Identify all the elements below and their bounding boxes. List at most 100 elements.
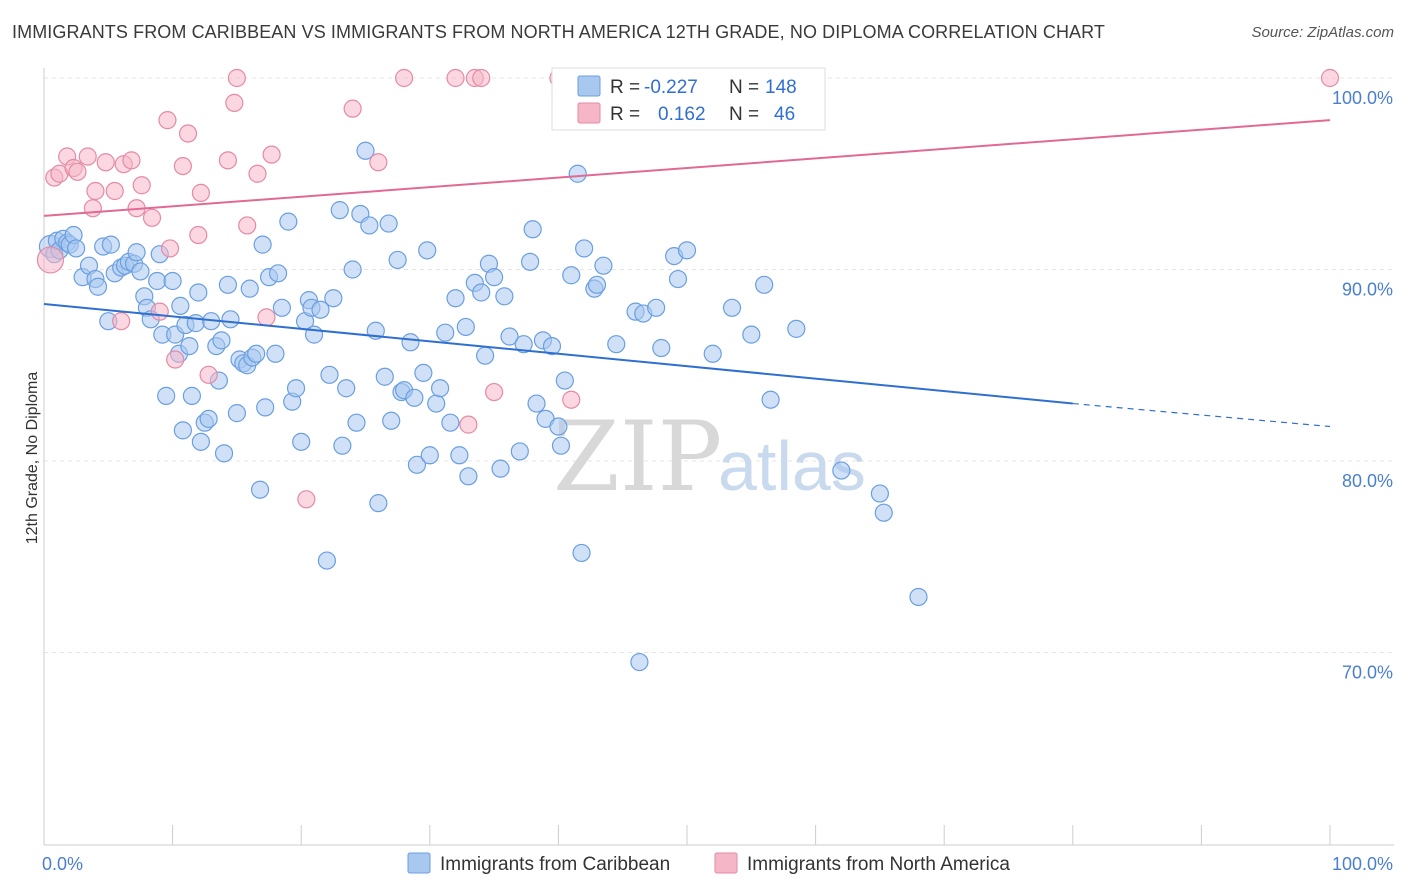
legend-r-value-1: 0.162: [658, 104, 706, 125]
legend-swatch-north-america: [577, 102, 601, 124]
north-america-point-20: [166, 350, 185, 369]
north-america-point-28: [227, 68, 246, 88]
north-america-point-23: [189, 225, 208, 245]
caribbean-point-74: [320, 365, 339, 384]
caribbean-point-75: [324, 289, 343, 308]
caribbean-point-56: [247, 344, 266, 363]
legend-n-value-0: 148: [765, 77, 797, 98]
caribbean-point-148: [870, 484, 890, 503]
north-america-point-27: [225, 93, 244, 112]
caribbean-point-117: [523, 220, 542, 239]
legend-n-label-1: N =: [729, 104, 759, 125]
caribbean-point-134: [630, 652, 649, 672]
caribbean-point-108: [475, 346, 495, 365]
y-tick-labels: 100.0% 90.0% 80.0% 70.0%: [1332, 88, 1393, 683]
caribbean-point-142: [722, 298, 742, 317]
legend-box: R = -0.227 N = 148 R = 0.162 N = 46: [551, 67, 826, 131]
caribbean-point-116: [521, 252, 540, 271]
caribbean-point-127: [572, 543, 591, 563]
caribbean-point-57: [250, 480, 270, 499]
caribbean-point-33: [171, 296, 190, 315]
caribbean-point-97: [420, 446, 439, 465]
north-america-point-41: [485, 382, 504, 402]
north-america-point-38: [459, 415, 478, 434]
x-tick-label-1: 100.0%: [1332, 854, 1393, 874]
north-america-point-15: [132, 176, 151, 195]
caribbean-point-115: [514, 335, 533, 354]
caribbean-point-47: [214, 444, 234, 463]
source-label: Source: ZipAtlas.com: [1251, 24, 1394, 41]
north-america-point-29: [238, 216, 257, 235]
north-america-point-25: [199, 365, 218, 384]
bottom-legend-swatch-north-america: [714, 852, 738, 874]
caribbean-point-102: [446, 289, 465, 308]
north-america-point-37: [446, 68, 465, 88]
caribbean-point-49: [221, 310, 240, 329]
caribbean-point-94: [407, 455, 427, 474]
north-america-point-9: [96, 153, 115, 172]
north-america-point-40: [472, 68, 491, 88]
north-america-point-34: [343, 99, 362, 118]
caribbean-point-87: [379, 214, 398, 233]
trend-lines: [43, 119, 1331, 428]
caribbean-point-124: [555, 371, 574, 390]
caribbean-point-59: [256, 398, 275, 417]
caribbean-point-30: [163, 271, 182, 291]
chart-title: IMMIGRANTS FROM CARIBBEAN VS IMMIGRANTS …: [12, 22, 1106, 42]
north-america-point-22: [178, 124, 198, 143]
caribbean-point-126: [568, 164, 587, 183]
caribbean-point-149: [874, 503, 893, 522]
bottom-legend: Immigrants from Caribbean Immigrants fro…: [407, 852, 1010, 875]
north-america-point-13: [122, 151, 141, 170]
bottom-legend-label-north-america: Immigrants from North America: [747, 854, 1010, 875]
caribbean-points: [38, 141, 928, 672]
caribbean-point-40: [191, 432, 210, 451]
caribbean-point-121: [542, 337, 562, 356]
north-america-point-32: [262, 145, 281, 164]
caribbean-point-140: [677, 241, 697, 260]
caribbean-point-118: [527, 394, 546, 413]
caribbean-point-62: [268, 264, 288, 283]
bottom-legend-swatch-caribbean: [407, 852, 431, 874]
caribbean-point-98: [427, 394, 446, 413]
north-america-point-30: [248, 164, 267, 183]
north-america-points: [36, 68, 1340, 509]
x-tick-labels: 0.0% 100.0%: [42, 854, 1393, 874]
caribbean-point-82: [356, 141, 375, 160]
caribbean-point-105: [459, 467, 478, 486]
bottom-legend-label-caribbean: Immigrants from Caribbean: [440, 854, 670, 875]
caribbean-point-113: [500, 327, 519, 346]
caribbean-point-73: [317, 551, 337, 570]
caribbean-point-29: [157, 386, 176, 405]
north-america-point-33: [297, 490, 316, 509]
caribbean-point-107: [472, 283, 491, 302]
caribbean-point-64: [279, 212, 298, 231]
caribbean-point-122: [549, 417, 568, 436]
caribbean-point-34: [173, 421, 192, 440]
y-tick-label-3: 70.0%: [1342, 663, 1393, 683]
caribbean-point-37: [182, 386, 201, 405]
north-america-point-8: [86, 181, 105, 201]
caribbean-point-141: [703, 344, 722, 363]
caribbean-point-58: [253, 235, 272, 254]
north-america-trend-line: [43, 119, 1331, 217]
caribbean-point-42: [199, 409, 218, 428]
legend-swatch-caribbean: [577, 75, 601, 97]
legend-r-value-0: -0.227: [644, 77, 698, 98]
caribbean-point-50: [227, 404, 246, 423]
north-america-point-31: [257, 308, 276, 327]
north-america-point-43: [562, 390, 581, 409]
x-tick-label-0: 0.0%: [42, 854, 83, 874]
caribbean-point-130: [587, 275, 607, 294]
caribbean-point-22: [131, 262, 150, 281]
caribbean-point-85: [369, 494, 388, 513]
caribbean-point-100: [436, 323, 455, 342]
caribbean-point-132: [607, 335, 626, 354]
caribbean-point-83: [360, 216, 379, 235]
caribbean-point-36: [180, 337, 199, 356]
caribbean-point-147: [832, 461, 851, 480]
y-tick-label-2: 80.0%: [1342, 471, 1393, 491]
watermark-zip: ZIP: [553, 401, 722, 513]
caribbean-point-89: [388, 250, 407, 270]
caribbean-point-103: [450, 446, 469, 465]
